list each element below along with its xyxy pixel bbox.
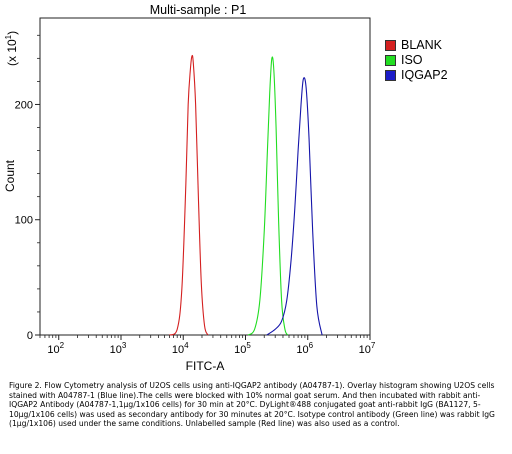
x-tick-label-exp-1: 3 (122, 341, 127, 350)
series-line-iqgap2 (266, 77, 323, 336)
x-tick-label-2: 104 (172, 341, 189, 356)
x-tick-label-base-5: 10 (359, 344, 371, 356)
x-tick-label-exp-0: 2 (60, 341, 65, 350)
x-tick-label-1: 103 (110, 341, 127, 356)
x-tick-label-base-1: 10 (110, 344, 122, 356)
y-tick-label-2: 200 (15, 99, 33, 111)
legend-item-iqgap2: IQGAP2 (385, 68, 448, 83)
figure-caption: Figure 2. Flow Cytometry analysis of U2O… (9, 381, 495, 429)
x-axis-label: FITC-A (186, 359, 225, 373)
x-tick-label-5: 107 (359, 341, 376, 356)
legend-swatch-iso (385, 55, 396, 66)
series-line-blank (169, 54, 209, 336)
x-tick-label-base-0: 10 (47, 344, 59, 356)
series-line-iso (247, 56, 289, 336)
legend: BLANK ISO IQGAP2 (385, 38, 448, 83)
legend-label-iqgap2: IQGAP2 (401, 68, 448, 82)
y-multiplier-close: ) (5, 31, 19, 35)
plot-frame (39, 17, 371, 336)
x-tick-label-0: 102 (47, 341, 64, 356)
flow-cytometry-chart: Multi-sample : P1 (x 101) Count FITC-A 1… (3, 3, 376, 373)
chart-title: Multi-sample : P1 (150, 3, 247, 17)
y-multiplier-label: (x 101) (4, 31, 19, 66)
x-tick-label-3: 105 (234, 341, 251, 356)
y-tick-label-0: 0 (27, 330, 33, 342)
x-tick-label-4: 106 (296, 341, 313, 356)
series-layer (169, 54, 323, 336)
x-tick-label-base-2: 10 (172, 344, 184, 356)
x-tick-label-exp-5: 7 (371, 341, 376, 350)
x-tick-label-base-3: 10 (234, 344, 246, 356)
legend-label-iso: ISO (401, 53, 423, 67)
legend-item-blank: BLANK (385, 38, 448, 53)
legend-swatch-iqgap2 (385, 70, 396, 81)
y-multiplier-text: (x 10 (5, 39, 19, 66)
y-axis-label: Count (3, 159, 17, 192)
svg-text:(x 101): (x 101) (4, 31, 19, 66)
x-tick-label-exp-4: 6 (309, 341, 314, 350)
y-multiplier-exp: 1 (4, 34, 13, 39)
chart-svg: Multi-sample : P1 (x 101) Count FITC-A 1… (3, 3, 376, 373)
legend-swatch-blank (385, 40, 396, 51)
x-tick-label-exp-3: 5 (246, 341, 251, 350)
x-tick-label-exp-2: 4 (184, 341, 189, 350)
y-tick-label-1: 100 (15, 215, 33, 227)
x-tick-label-base-4: 10 (296, 344, 308, 356)
legend-label-blank: BLANK (401, 38, 442, 52)
legend-item-iso: ISO (385, 53, 448, 68)
